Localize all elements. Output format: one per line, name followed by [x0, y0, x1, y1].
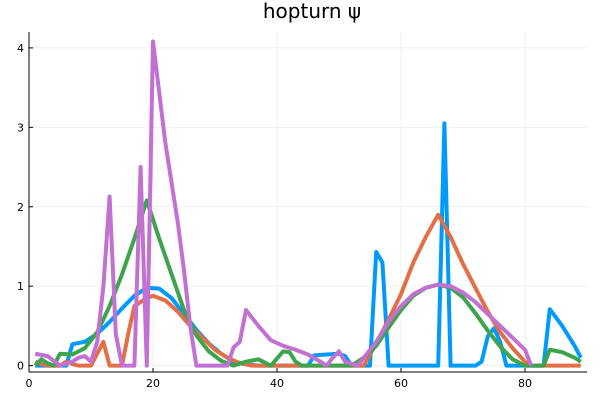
y-tick-label-3: 3 — [17, 121, 24, 134]
series-layer — [33, 39, 583, 368]
x-tick-label-0: 0 — [26, 377, 33, 390]
x-tick-label-60: 60 — [394, 377, 408, 390]
series-line-3 — [33, 198, 582, 368]
y-tick-label-2: 2 — [17, 201, 24, 214]
x-tick-label-80: 80 — [518, 377, 532, 390]
series-line-2 — [34, 212, 581, 368]
y-tick-label-4: 4 — [17, 42, 24, 55]
axis-layer: 0 20 40 60 80 0 1 2 3 4 — [17, 32, 587, 390]
y-tick-label-0: 0 — [17, 360, 24, 373]
x-tick-label-20: 20 — [146, 377, 160, 390]
series-line-4 — [34, 39, 534, 368]
x-tick-label-40: 40 — [270, 377, 284, 390]
chart-title: hopturn ψ — [263, 0, 361, 23]
y-tick-label-1: 1 — [17, 280, 24, 293]
